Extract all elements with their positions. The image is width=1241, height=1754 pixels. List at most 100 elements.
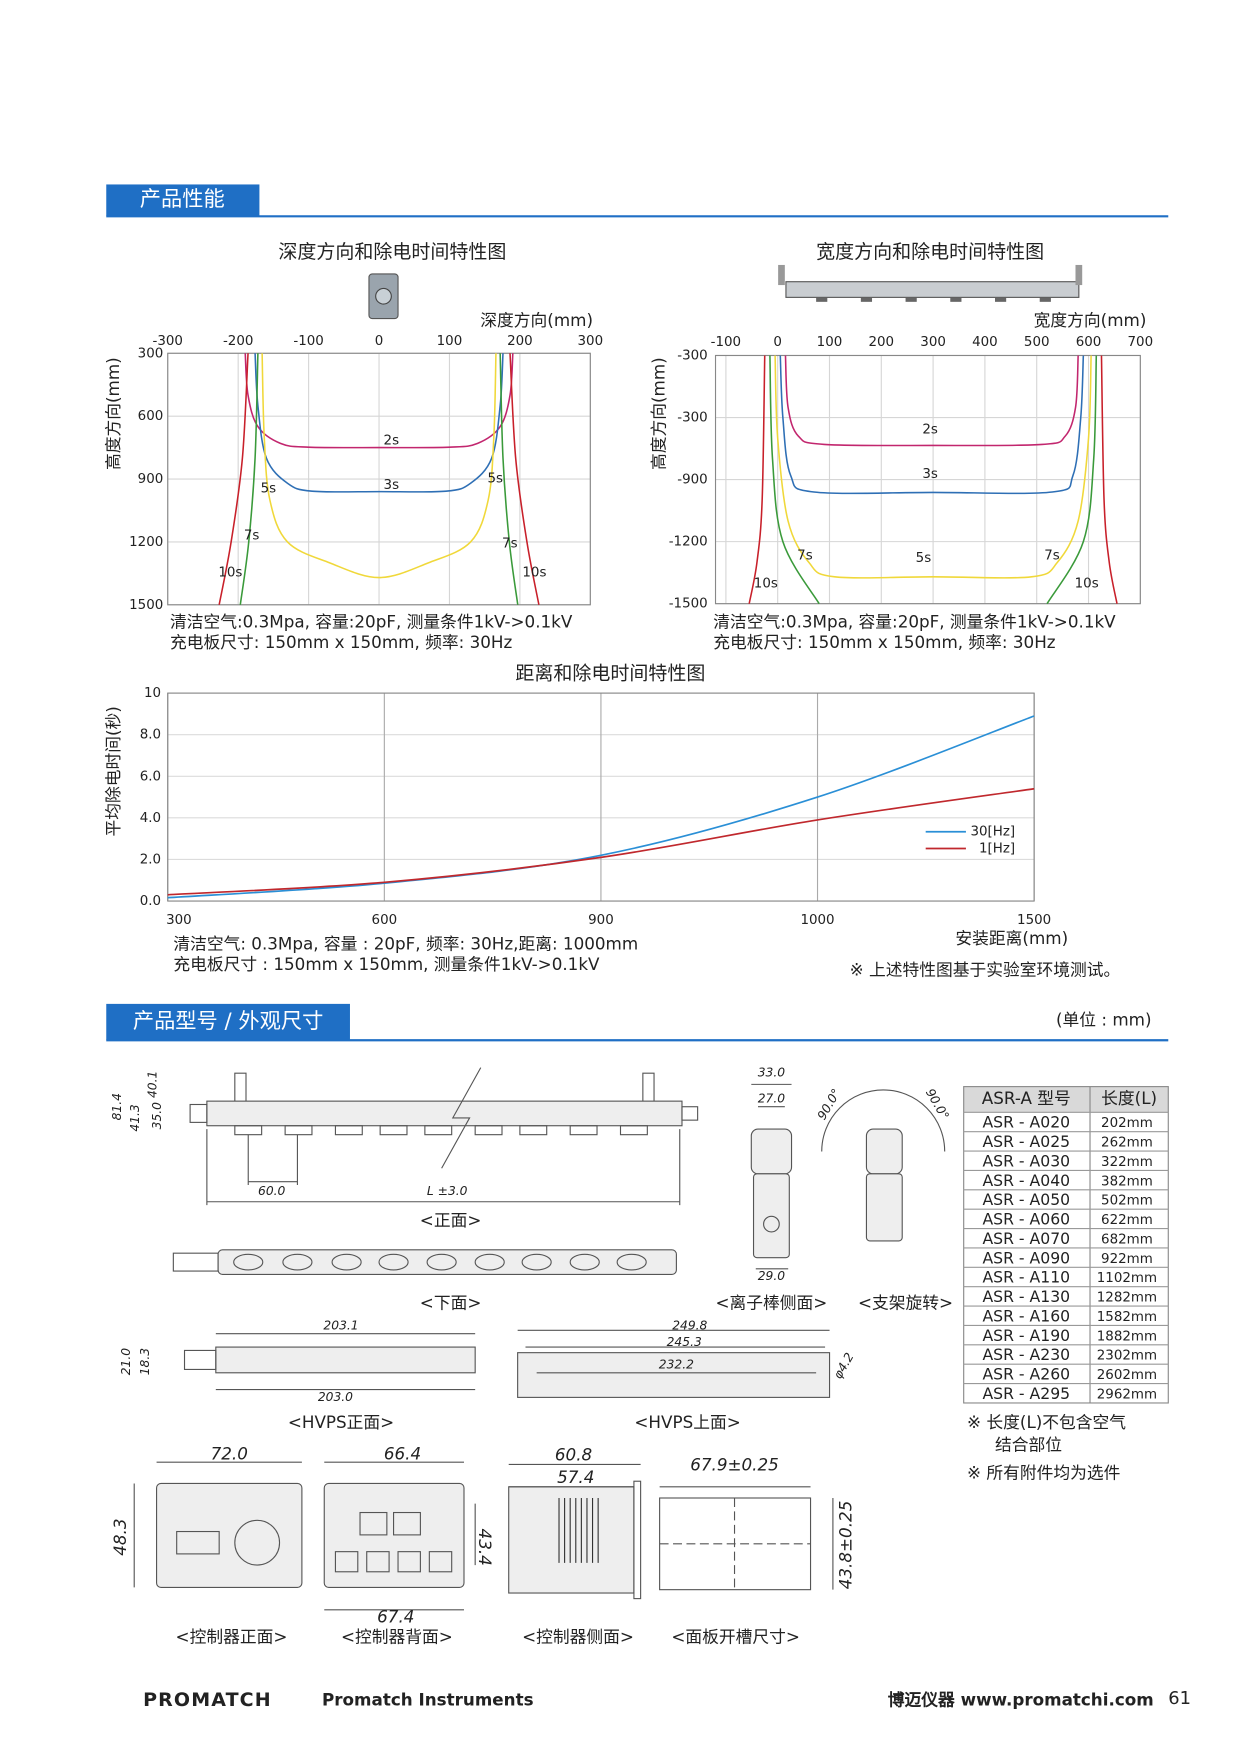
- contour-line: [779, 355, 1085, 495]
- side-bracket: [750, 1128, 793, 1175]
- y-tick-label: -300: [677, 348, 707, 363]
- y-tick-label: 1200: [129, 535, 163, 550]
- series-label: 7s: [244, 528, 260, 543]
- x-tick-label: 1000: [800, 913, 834, 928]
- series-label: 5s: [261, 482, 277, 497]
- chart-note: 充电板尺寸: 150mm x 150mm, 频率: 30Hz: [713, 632, 1056, 652]
- nozzle-ovals: [233, 1253, 647, 1271]
- contour-line: [261, 353, 497, 579]
- dimension-label: 249.8: [672, 1318, 707, 1332]
- section-title: 产品性能: [140, 187, 225, 212]
- page-number: 61: [1168, 1688, 1191, 1709]
- y-tick-label: 4.0: [140, 811, 161, 826]
- dimension-label: 67.4: [377, 1607, 414, 1627]
- view-caption: <控制器正面>: [176, 1627, 288, 1647]
- x-tick-label: 1500: [1017, 913, 1051, 928]
- note: ※ 长度(L)不包含空气: [967, 1412, 1126, 1432]
- bar-end: [189, 1103, 208, 1123]
- x-tick-label: 0: [375, 334, 384, 349]
- ion-bar-front: [206, 1100, 683, 1127]
- table-cell: 1282mm: [1097, 1291, 1157, 1306]
- table-cell: ASR - A160: [982, 1306, 1070, 1325]
- footer-company: Promatch Instruments: [322, 1689, 534, 1709]
- table-frame: [963, 1086, 1169, 1404]
- series-label: 10s: [1075, 577, 1099, 592]
- table-cell: 1102mm: [1097, 1271, 1157, 1286]
- chart-note: 清洁空气: 0.3Mpa, 容量 : 20pF, 频率: 30Hz,距离: 10…: [173, 934, 638, 954]
- contour-line: [254, 353, 504, 493]
- controller-keys: [234, 1519, 281, 1566]
- dim-lines: [133, 1461, 834, 1611]
- y-axis-label: 平均除电时间(秒): [103, 706, 123, 836]
- series-label: 5s: [488, 471, 504, 486]
- y-tick-label: 0.0: [140, 894, 161, 909]
- x-tick-label: 900: [588, 913, 614, 928]
- line: [167, 715, 1035, 899]
- table-cell: ASR - A130: [982, 1287, 1070, 1306]
- view-caption: <HVPS上面>: [634, 1412, 740, 1432]
- contour-line: [769, 355, 1098, 605]
- x-tick-label: 300: [920, 335, 946, 350]
- dim-lines: [517, 1329, 830, 1374]
- contour-line: [748, 355, 1118, 604]
- dim-lines: [751, 1083, 792, 1270]
- center-lines: [659, 1497, 811, 1590]
- dimension-label: φ4.2: [831, 1350, 857, 1381]
- dimension-label: 60.0: [258, 1184, 286, 1198]
- vent-lines: [558, 1497, 599, 1563]
- rotate-arc: [821, 1089, 946, 1152]
- series-label: 3s: [922, 467, 938, 482]
- x-axis-label: 深度方向(mm): [480, 310, 593, 330]
- table-cell: ASR - A110: [982, 1268, 1070, 1287]
- dimension-label: 41.3: [128, 1104, 142, 1132]
- chart-note: 清洁空气:0.3Mpa, 容量:20pF, 测量条件1kV->0.1kV: [170, 612, 573, 632]
- line: [167, 787, 1035, 896]
- y-axis-label: 高度方向(mm): [103, 357, 123, 470]
- table-cell: ASR - A030: [982, 1151, 1070, 1170]
- plot-frame: [167, 692, 1035, 902]
- terminal: [334, 1551, 359, 1573]
- chart-title: 深度方向和除电时间特性图: [278, 241, 506, 263]
- controller-flange: [633, 1480, 642, 1600]
- dimension-label: 43.4: [475, 1529, 495, 1566]
- rotate-bracket: [865, 1128, 903, 1175]
- series-label: 7s: [1044, 549, 1060, 564]
- dimension-label: 90.0°: [923, 1086, 952, 1122]
- series-label: 3s: [384, 478, 400, 493]
- series-label: 10s: [218, 565, 242, 580]
- hvps-top: [517, 1352, 831, 1398]
- table-cell: 502mm: [1101, 1194, 1153, 1209]
- side-hole: [763, 1215, 780, 1233]
- footnote: ※ 上述特性图基于实验室环境测试。: [850, 959, 1121, 979]
- table-cell: ASR - A025: [982, 1132, 1070, 1151]
- series-label: 2s: [384, 433, 400, 448]
- controller-front: [156, 1482, 303, 1588]
- y-tick-label: 2.0: [140, 852, 161, 867]
- view-caption: <面板开槽尺寸>: [671, 1627, 800, 1647]
- table-cell: ASR - A020: [982, 1113, 1070, 1132]
- table-cell: 202mm: [1101, 1116, 1153, 1131]
- dim-lines: [215, 1333, 476, 1391]
- port: [393, 1511, 421, 1536]
- dimension-label: 203.1: [323, 1318, 358, 1332]
- table-cell: ASR - A050: [982, 1190, 1070, 1209]
- table-cell: ASR - A190: [982, 1326, 1070, 1345]
- bar-icon: [778, 264, 1083, 302]
- unit-note: (单位 : mm): [1056, 1010, 1152, 1030]
- section-title: 产品型号 / 外观尺寸: [133, 1009, 324, 1034]
- table-cell: 322mm: [1101, 1155, 1153, 1170]
- chart-note: 清洁空气:0.3Mpa, 容量:20pF, 测量条件1kV->0.1kV: [713, 612, 1116, 632]
- x-tick-label: 300: [578, 334, 604, 349]
- x-tick-label: 700: [1128, 335, 1154, 350]
- table-cell: 622mm: [1101, 1213, 1153, 1228]
- dimension-label: 203.0: [318, 1390, 353, 1404]
- dimension-label: 67.9±0.25: [690, 1455, 779, 1475]
- x-tick-label: -300: [153, 334, 183, 349]
- terminal: [397, 1551, 421, 1573]
- view-caption: <HVPS正面>: [288, 1412, 394, 1432]
- footer-brand: PROMATCH: [143, 1689, 272, 1711]
- series-label: 10s: [522, 565, 546, 580]
- plot-frame: [167, 352, 591, 606]
- plot-frame: [714, 354, 1141, 605]
